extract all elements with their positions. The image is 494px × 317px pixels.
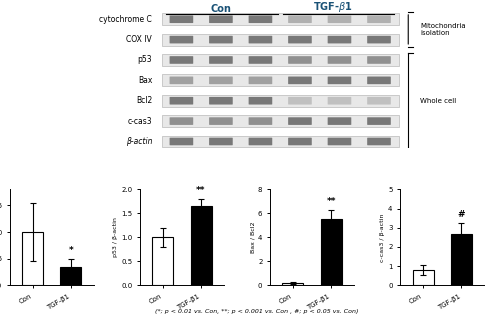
Text: **: ** — [327, 197, 336, 206]
FancyBboxPatch shape — [288, 97, 312, 105]
FancyBboxPatch shape — [169, 97, 193, 105]
FancyBboxPatch shape — [248, 16, 272, 23]
Text: Con: Con — [210, 4, 231, 14]
FancyBboxPatch shape — [209, 36, 233, 43]
FancyBboxPatch shape — [288, 16, 312, 23]
FancyBboxPatch shape — [248, 36, 272, 43]
Bar — [321, 219, 342, 285]
Text: p53: p53 — [137, 55, 152, 64]
Bar — [152, 237, 173, 285]
FancyBboxPatch shape — [328, 138, 351, 145]
FancyBboxPatch shape — [209, 138, 233, 145]
Text: Bcl2: Bcl2 — [136, 96, 152, 105]
FancyBboxPatch shape — [367, 76, 391, 84]
FancyBboxPatch shape — [209, 56, 233, 64]
FancyBboxPatch shape — [328, 36, 351, 43]
FancyBboxPatch shape — [328, 76, 351, 84]
FancyBboxPatch shape — [248, 117, 272, 125]
FancyBboxPatch shape — [162, 54, 399, 66]
Bar — [412, 270, 434, 285]
Text: #: # — [457, 210, 465, 219]
FancyBboxPatch shape — [288, 56, 312, 64]
FancyBboxPatch shape — [367, 117, 391, 125]
Text: *: * — [69, 246, 73, 255]
Text: β-actin: β-actin — [125, 137, 152, 146]
FancyBboxPatch shape — [367, 56, 391, 64]
FancyBboxPatch shape — [162, 115, 399, 127]
Text: Bax: Bax — [138, 76, 152, 85]
Bar — [60, 267, 82, 285]
FancyBboxPatch shape — [162, 74, 399, 86]
FancyBboxPatch shape — [367, 138, 391, 145]
FancyBboxPatch shape — [328, 16, 351, 23]
FancyBboxPatch shape — [328, 97, 351, 105]
FancyBboxPatch shape — [248, 97, 272, 105]
FancyBboxPatch shape — [169, 16, 193, 23]
FancyBboxPatch shape — [209, 117, 233, 125]
FancyBboxPatch shape — [288, 117, 312, 125]
FancyBboxPatch shape — [248, 76, 272, 84]
FancyBboxPatch shape — [288, 138, 312, 145]
Bar — [22, 232, 43, 285]
FancyBboxPatch shape — [328, 117, 351, 125]
Text: cytochrome C: cytochrome C — [99, 15, 152, 24]
FancyBboxPatch shape — [367, 16, 391, 23]
FancyBboxPatch shape — [169, 138, 193, 145]
FancyBboxPatch shape — [248, 56, 272, 64]
Y-axis label: p53 / β-actin: p53 / β-actin — [113, 217, 119, 257]
Y-axis label: Bax / Bcl2: Bax / Bcl2 — [250, 222, 255, 253]
FancyBboxPatch shape — [169, 117, 193, 125]
FancyBboxPatch shape — [169, 56, 193, 64]
FancyBboxPatch shape — [367, 36, 391, 43]
Text: COX IV: COX IV — [126, 35, 152, 44]
Bar — [283, 283, 303, 285]
Text: Mitochondria
isolation: Mitochondria isolation — [420, 23, 466, 36]
FancyBboxPatch shape — [169, 36, 193, 43]
FancyBboxPatch shape — [328, 56, 351, 64]
FancyBboxPatch shape — [162, 34, 399, 46]
Bar — [451, 234, 472, 285]
FancyBboxPatch shape — [209, 76, 233, 84]
FancyBboxPatch shape — [209, 97, 233, 105]
Text: **: ** — [196, 186, 206, 195]
Text: Whole cell: Whole cell — [420, 98, 456, 104]
FancyBboxPatch shape — [169, 76, 193, 84]
Text: (*; p < 0.01 vs. Con, **; p < 0.001 vs. Con , #; p < 0.05 vs. Con): (*; p < 0.01 vs. Con, **; p < 0.001 vs. … — [155, 309, 359, 314]
FancyBboxPatch shape — [248, 138, 272, 145]
FancyBboxPatch shape — [288, 36, 312, 43]
Text: c-cas3: c-cas3 — [127, 117, 152, 126]
FancyBboxPatch shape — [288, 76, 312, 84]
Bar — [191, 206, 211, 285]
Text: TGF-$\beta$1: TGF-$\beta$1 — [313, 0, 352, 14]
FancyBboxPatch shape — [162, 95, 399, 107]
Y-axis label: c-cas3 / β-actin: c-cas3 / β-actin — [380, 213, 385, 262]
FancyBboxPatch shape — [162, 136, 399, 147]
FancyBboxPatch shape — [209, 16, 233, 23]
FancyBboxPatch shape — [367, 97, 391, 105]
FancyBboxPatch shape — [162, 13, 399, 25]
